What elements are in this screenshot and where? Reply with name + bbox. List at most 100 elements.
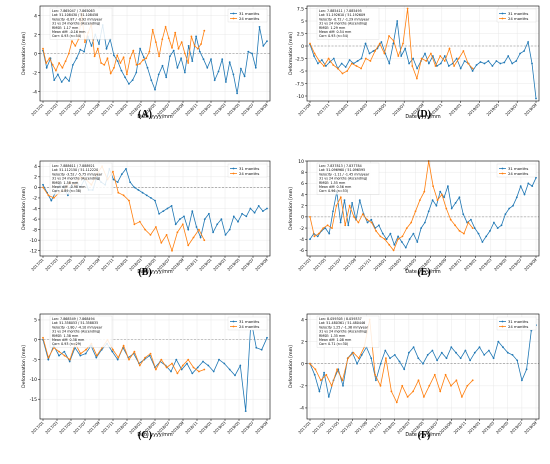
x-tick-label: 2018/01 [372, 257, 387, 272]
y-tick-label: -5 [33, 357, 38, 363]
x-tick-label: 2019/01 [467, 420, 482, 435]
x-tick-label: 2019/09 [523, 257, 538, 272]
data-point [370, 218, 373, 221]
data-point [112, 170, 114, 173]
data-point [401, 384, 404, 387]
data-point [193, 45, 196, 47]
data-point [440, 351, 443, 354]
data-point [441, 193, 443, 196]
data-point [450, 346, 453, 349]
data-point [155, 226, 157, 228]
data-point [332, 210, 334, 213]
data-point [443, 60, 446, 62]
data-point [170, 205, 173, 207]
info-line: Lon: 7.868549 / 7.868494 [52, 317, 95, 321]
y-axis-label: Deformation [mm] [21, 32, 27, 75]
data-point [196, 366, 199, 369]
data-point [179, 218, 181, 221]
data-point [164, 26, 167, 28]
data-point [488, 349, 490, 352]
info-line: Velocity -1.11 / -1.45 mm/year [319, 172, 370, 176]
x-axis-label: Date yyyy/mm [137, 269, 173, 275]
data-point [317, 62, 319, 65]
info-line: Lon: 7.888611 / 7.888921 [52, 164, 95, 168]
data-point [425, 60, 428, 62]
y-tick-label: -6 [300, 248, 305, 254]
data-point [491, 65, 494, 67]
data-point [436, 65, 438, 67]
x-tick-label: 2018/07 [391, 102, 406, 117]
data-point [453, 65, 455, 67]
y-tick-label: -10 [30, 238, 37, 244]
y-tick-label: 4 [301, 192, 304, 198]
data-point [463, 232, 465, 235]
y-tick-label: 2 [34, 175, 37, 181]
data-point [467, 221, 470, 224]
data-point [493, 221, 495, 224]
info-line: Corr: 0.89 (n=38) [52, 189, 81, 193]
legend-marker [232, 320, 235, 323]
data-point [317, 232, 320, 235]
data-point [404, 246, 407, 249]
legend-marker [501, 325, 504, 328]
data-point [113, 54, 115, 57]
y-tick-label: 2 [301, 339, 304, 345]
data-point [191, 60, 194, 62]
data-point [348, 204, 351, 207]
y-tick-label: 0 [34, 338, 37, 344]
data-point [431, 199, 434, 202]
info-line: 31 vs 24 months (Ascending) [319, 177, 367, 181]
data-point [392, 42, 395, 45]
data-point [47, 194, 50, 197]
data-point [142, 56, 145, 59]
data-point [340, 62, 343, 65]
plot-frame [306, 5, 540, 102]
y-tick-label: -15 [30, 397, 37, 403]
data-point [392, 249, 395, 252]
data-point [385, 357, 387, 360]
data-point [203, 29, 206, 32]
info-line: Mean diff: 0.54 mm [319, 30, 351, 34]
data-point [74, 45, 77, 47]
data-point [171, 249, 173, 252]
data-point [390, 390, 393, 393]
data-point [212, 231, 215, 234]
data-point [128, 199, 130, 202]
data-point [119, 62, 122, 64]
data-point [133, 186, 136, 189]
data-point [117, 356, 120, 359]
y-tick-label: 4 [34, 164, 37, 170]
data-point [203, 239, 206, 242]
data-point [344, 66, 347, 68]
data-point [506, 351, 509, 354]
data-point [186, 362, 188, 365]
y-tick-label: 0 [34, 185, 37, 191]
y-tick-label: -10 [30, 377, 37, 383]
data-point [330, 384, 333, 387]
data-point [439, 62, 442, 65]
x-tick-label: 2018/11 [184, 420, 199, 435]
data-point [353, 216, 355, 218]
data-point [450, 207, 453, 210]
data-point [337, 67, 339, 70]
data-point [351, 202, 353, 204]
data-point [42, 336, 44, 339]
x-tick-label: 2017/01 [297, 420, 312, 435]
x-tick-label: 2018/01 [114, 257, 129, 272]
data-point [379, 235, 382, 238]
x-tick-label: 2019/05 [226, 257, 241, 272]
data-point [496, 227, 499, 230]
legend-marker [501, 167, 504, 170]
data-point [160, 241, 163, 244]
x-axis-label: Date yyyy/mm [405, 114, 441, 120]
info-line: Lat: 51.112150 / 51.112220 [52, 168, 98, 172]
x-axis-label: Date yyyy/mm [137, 114, 173, 120]
data-point [411, 65, 414, 67]
info-line: Lon: 8.059305 / 8.059337 [319, 317, 362, 321]
x-tick-label: 2017/03 [297, 257, 312, 272]
data-point [127, 83, 130, 85]
data-point [449, 218, 452, 221]
